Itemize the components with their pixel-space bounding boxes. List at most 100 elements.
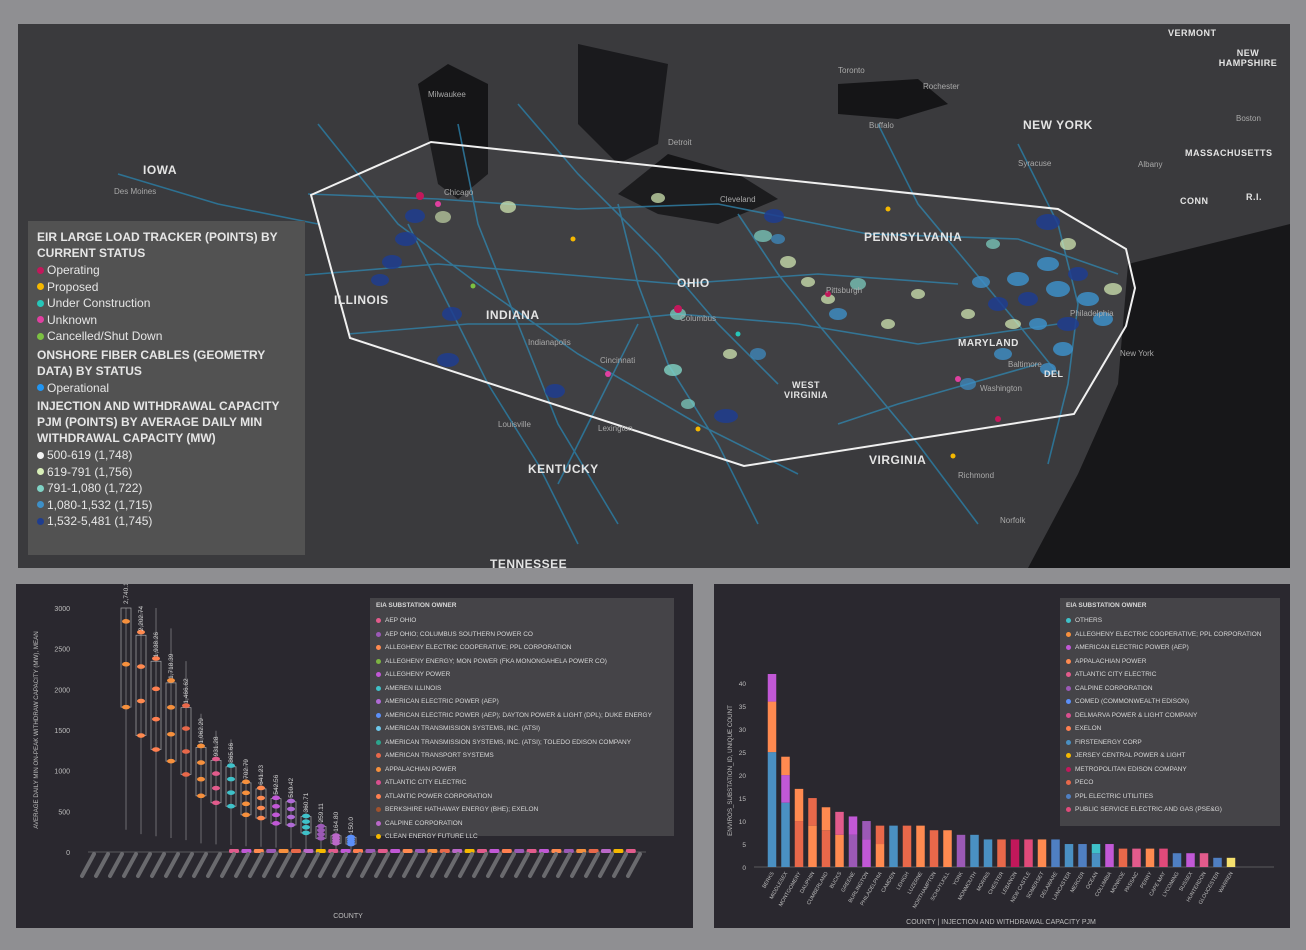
legend-swatch [37, 517, 44, 525]
data-point [563, 849, 574, 853]
x-tick-label [304, 852, 320, 878]
city-label: Toronto [838, 66, 865, 75]
bar-segment [808, 825, 817, 867]
legend-swatch [376, 726, 381, 732]
data-point [152, 686, 160, 692]
legend-capacity-item[interactable]: 1,532-5,481 (1,745) [37, 513, 296, 530]
x-axis-label: COUNTY | INJECTION AND WITHDRAWAL CAPACI… [906, 919, 1096, 926]
lake-michigan [418, 64, 488, 199]
map-canvas[interactable] [18, 24, 1290, 568]
selection-polygon[interactable] [309, 140, 1137, 468]
legend-status-item[interactable]: Cancelled/Shut Down [37, 328, 296, 345]
owner-legend-item[interactable]: OTHERS [1066, 614, 1274, 628]
owner-legend-item[interactable]: AMEREN ILLINOIS [376, 682, 668, 696]
bar-segment [916, 825, 925, 867]
owner-legend-item[interactable]: BERKSHIRE HATHAWAY ENERGY (BHE); EXELON [376, 803, 668, 817]
data-label: 865.66 [228, 743, 235, 763]
state-label-kentucky: KENTUCKY [528, 462, 599, 476]
owner-legend-item[interactable]: CLEAN ENERGY FUTURE LLC [376, 830, 668, 844]
owner-legend-item[interactable]: AMERICAN ELECTRIC POWER (AEP) [1066, 641, 1274, 655]
capacity-points [371, 193, 1122, 423]
data-label: 702.79 [243, 759, 250, 779]
legend-label: ATLANTIC CITY ELECTRIC [385, 779, 467, 787]
legend-title-fiber: ONSHORE FIBER CABLES (GEOMETRY DATA) BY … [37, 347, 266, 378]
x-tick-label [80, 852, 96, 878]
data-point [257, 815, 265, 821]
legend-label: AMERICAN ELECTRIC POWER (AEP); DAYTON PO… [385, 711, 652, 719]
data-point [315, 849, 326, 853]
bar-segment [983, 839, 993, 867]
city-label: Detroit [668, 138, 692, 147]
owner-legend-item[interactable]: ALLEGHENY ELECTRIC COOPERATIVE; PPL CORP… [376, 641, 668, 655]
legend-fiber-item[interactable]: Operational [37, 380, 296, 397]
owner-legend-item[interactable]: ATLANTIC CITY ELECTRIC [1066, 668, 1274, 682]
x-tick-label [612, 852, 628, 878]
data-point [167, 758, 175, 764]
legend-swatch [37, 484, 44, 492]
owner-legend-item[interactable]: AMERICAN ELECTRIC POWER (AEP) [376, 695, 668, 709]
owner-legend-item[interactable]: AMERICAN TRANSMISSION SYSTEMS, INC. (ATS… [376, 736, 668, 750]
owner-legend-item[interactable]: PPL ELECTRIC UTILITIES [1066, 790, 1274, 804]
legend-status-item[interactable]: Under Construction [37, 295, 296, 312]
x-tick-label [542, 852, 558, 878]
owner-legend-item[interactable]: AEP OHIO [376, 614, 668, 628]
legend-swatch [1066, 699, 1071, 705]
y-tick-label: 3000 [54, 606, 70, 613]
legend-label: ALLEGHENY ELECTRIC COOPERATIVE; PPL CORP… [385, 644, 572, 652]
legend-capacity-item[interactable]: 1,080-1,532 (1,715) [37, 497, 296, 514]
city-label: Baltimore [1008, 360, 1042, 369]
owner-legend-item[interactable]: METROPOLITAN EDISON COMPANY [1066, 763, 1274, 777]
owner-legend-item[interactable]: ATLANTIC POWER CORPORATION [376, 790, 668, 804]
bar-chart[interactable]: 0 5 10 15 20 25 30 35 40 ENVIROS_SUBSTATION_ID, U… [714, 584, 1290, 928]
city-label: Lexington [598, 424, 633, 433]
legend-capacity-item[interactable]: 619-791 (1,756) [37, 464, 296, 481]
owner-legend-item[interactable]: ALLEGHENY ELECTRIC COOPERATIVE; PPL CORP… [1066, 628, 1274, 642]
legend-capacity-item[interactable]: 791-1,080 (1,722) [37, 480, 296, 497]
boxplot-chart[interactable]: 0 500 1000 1500 2000 2500 3000 AVERAGE DAILY MI… [16, 576, 693, 928]
y-tick-label: 5 [742, 842, 746, 849]
owner-legend-item[interactable]: ATLANTIC CITY ELECTRIC [376, 776, 668, 790]
data-label: 931.28 [213, 736, 220, 756]
owner-legend-item[interactable]: APPALACHIAN POWER [1066, 655, 1274, 669]
map-panel[interactable]: IOWA ILLINOIS INDIANA OHIO PENNSYLVANIA … [18, 24, 1290, 568]
legend-label: FIRSTENERGY CORP [1075, 738, 1142, 746]
owner-legend-item[interactable]: COMED (COMMONWEALTH EDISON) [1066, 695, 1274, 709]
owner-legend-item[interactable]: ALLEGHENY POWER [376, 668, 668, 682]
owner-legend-item[interactable]: AEP OHIO; COLUMBUS SOUTHERN POWER CO [376, 628, 668, 642]
bar-segment [821, 807, 831, 831]
owner-legend-item[interactable]: CALPINE CORPORATION [376, 817, 668, 831]
boxplot-panel[interactable]: 0 500 1000 1500 2000 2500 3000 AVERAGE DAILY MI… [16, 576, 693, 928]
x-tick-label [556, 852, 572, 878]
city-label: Buffalo [869, 121, 894, 130]
owner-legend-item[interactable]: JERSEY CENTRAL POWER & LIGHT [1066, 749, 1274, 763]
owner-legend-item[interactable]: CALPINE CORPORATION [1066, 682, 1274, 696]
data-point [242, 779, 250, 785]
fiber-cables [117, 103, 1119, 545]
owner-legend-item[interactable]: ALLEGHENY ENERGY; MON POWER (FKA MONONGA… [376, 655, 668, 669]
data-point [501, 849, 512, 853]
owner-legend-item[interactable]: DELMARVA POWER & LIGHT COMPANY [1066, 709, 1274, 723]
owner-legend-item[interactable]: PECO [1066, 776, 1274, 790]
legend-title-load-tracker: EIR LARGE LOAD TRACKER (POINTS) BY CURRE… [37, 230, 278, 260]
owner-legend-item[interactable]: PUBLIC SERVICE ELECTRIC AND GAS (PSE&G) [1066, 803, 1274, 817]
legend-status-item[interactable]: Proposed [37, 279, 296, 296]
barchart-panel[interactable]: 0 5 10 15 20 25 30 35 40 ENVIROS_SUBSTATION_ID, U… [714, 584, 1290, 928]
legend-status-item[interactable]: Unknown [37, 312, 296, 329]
data-point [302, 830, 310, 836]
owner-legend-item[interactable]: AMERICAN TRANSMISSION SYSTEMS, INC. (ATS… [376, 722, 668, 736]
city-label: Pittsburgh [826, 286, 863, 295]
owner-legend-item[interactable]: APPALACHIAN POWER [376, 763, 668, 777]
owner-legend-item[interactable]: EXELON [1066, 722, 1274, 736]
data-point [317, 836, 325, 841]
data-point [514, 849, 525, 853]
owner-legend-item[interactable]: AMERICAN TRANSPORT SYSTEMS [376, 749, 668, 763]
legend-capacity-item[interactable]: 500-619 (1,748) [37, 447, 296, 464]
city-label: Philadelphia [1070, 309, 1114, 318]
data-point [317, 831, 325, 837]
owner-legend-item[interactable]: FIRSTENERGY CORP [1066, 736, 1274, 750]
y-tick-label: 40 [739, 681, 747, 688]
legend-swatch [1066, 645, 1071, 651]
legend-status-item[interactable]: Operating [37, 262, 296, 279]
x-tick-label [318, 852, 334, 878]
owner-legend-item[interactable]: AMERICAN ELECTRIC POWER (AEP); DAYTON PO… [376, 709, 668, 723]
